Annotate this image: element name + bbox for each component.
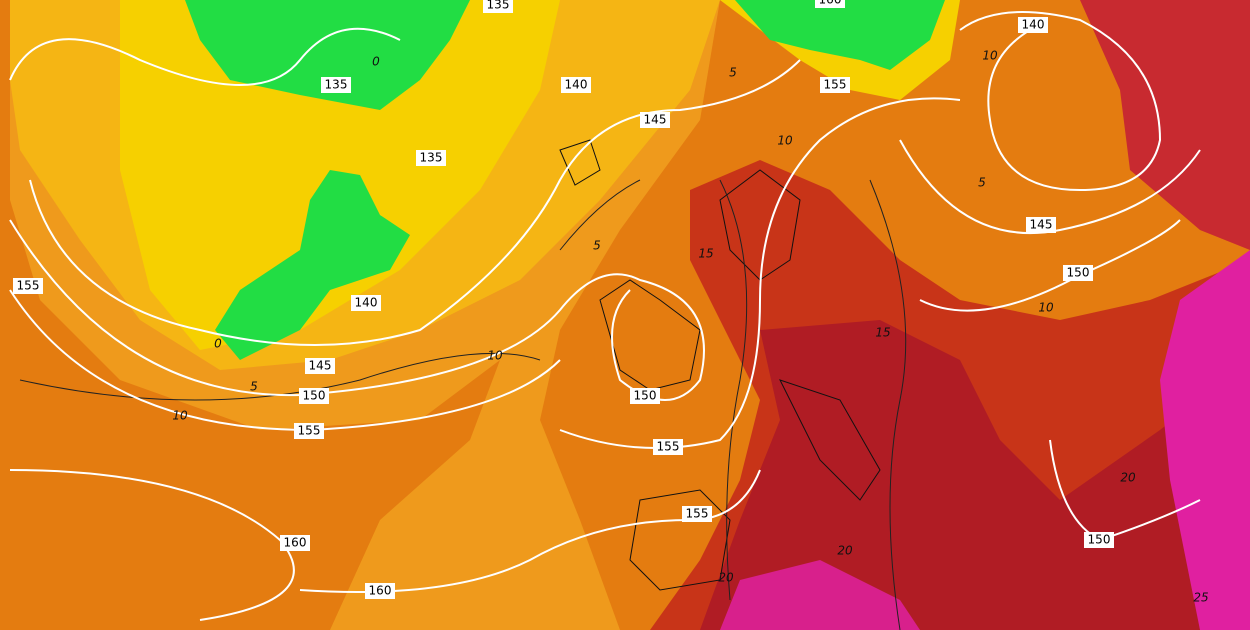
height-label-text: 155 [686,507,709,521]
height-label: 160 [815,0,845,8]
label-box [815,0,845,8]
height-label-text: 145 [644,113,667,127]
label-box [305,358,335,374]
label-box [351,295,381,311]
height-label: 135 [416,150,446,166]
magenta-area-south [720,560,920,630]
height-label-text: 160 [819,0,842,7]
height-label-text: 155 [298,424,321,438]
height-label-text: 150 [303,389,326,403]
label-box [365,583,395,599]
height-label: 155 [13,278,43,294]
label-box [1063,265,1093,281]
label-box [416,150,446,166]
temperature-label: 20 [1120,471,1136,485]
green-area-north [735,0,945,70]
crimson-area [1080,0,1250,250]
temperature-label: 10 [777,134,793,148]
height-label: 135 [483,0,513,13]
green-area [185,0,470,110]
height-label: 155 [653,439,683,455]
height-label: 145 [640,112,670,128]
label-box [640,112,670,128]
label-box [820,77,850,93]
temperature-label: 20 [718,571,734,585]
height-label: 135 [321,77,351,93]
height-label-text: 135 [420,151,443,165]
temperature-label: 10 [982,49,998,63]
temperature-label: 0 [372,55,380,69]
height-label: 160 [280,535,310,551]
magenta-area [1160,250,1250,630]
height-label-text: 135 [325,78,348,92]
temperature-label: 0 [214,337,222,351]
height-label: 155 [820,77,850,93]
label-box [280,535,310,551]
temperature-label: 15 [875,326,890,340]
label-box [294,423,324,439]
temperature-label: 20 [837,544,853,558]
label-box [1084,532,1114,548]
deep-red-area [700,320,1250,630]
height-label: 150 [1084,532,1114,548]
label-box [561,77,591,93]
height-label-text: 150 [1067,266,1090,280]
height-label-text: 140 [565,78,588,92]
temperature-label: 25 [1193,591,1208,605]
temperature-label: 10 [487,349,503,363]
temperature-label: 15 [698,247,713,261]
temperature-label: 5 [729,66,737,80]
height-label: 150 [630,388,660,404]
label-box [653,439,683,455]
height-label-text: 135 [487,0,510,12]
height-label-text: 155 [657,440,680,454]
height-label: 140 [351,295,381,311]
height-labels: 1351601401351401551451351451551501401451… [13,0,1114,599]
label-box [630,388,660,404]
temperature-label: 5 [593,239,601,253]
height-label: 150 [1063,265,1093,281]
height-label: 140 [1018,17,1048,33]
height-label: 145 [305,358,335,374]
label-box [1026,217,1056,233]
label-box [321,77,351,93]
height-label-text: 140 [1022,18,1045,32]
height-label-text: 160 [369,584,392,598]
height-label: 155 [294,423,324,439]
height-label: 150 [299,388,329,404]
height-label-text: 150 [1088,533,1111,547]
green-area-greenland [215,170,410,360]
height-label: 140 [561,77,591,93]
temperature-label: 5 [250,380,258,394]
coastline [559,139,881,591]
temperature-contour [19,179,907,630]
label-box [483,0,513,13]
height-label-text: 145 [1030,218,1053,232]
temperature-label: 5 [978,176,986,190]
temperature-label: 10 [1038,301,1054,315]
label-box [1018,17,1048,33]
height-label-text: 140 [355,296,378,310]
label-box [682,506,712,522]
temperature-label: 10 [172,409,188,423]
height-label-text: 160 [284,536,307,550]
height-label: 145 [1026,217,1056,233]
label-box [13,278,43,294]
height-label-text: 155 [824,78,847,92]
height-label: 160 [365,583,395,599]
height-label-text: 145 [309,359,332,373]
height-label: 155 [682,506,712,522]
height-label-text: 150 [634,389,657,403]
label-box [299,388,329,404]
height-label-text: 155 [17,279,40,293]
